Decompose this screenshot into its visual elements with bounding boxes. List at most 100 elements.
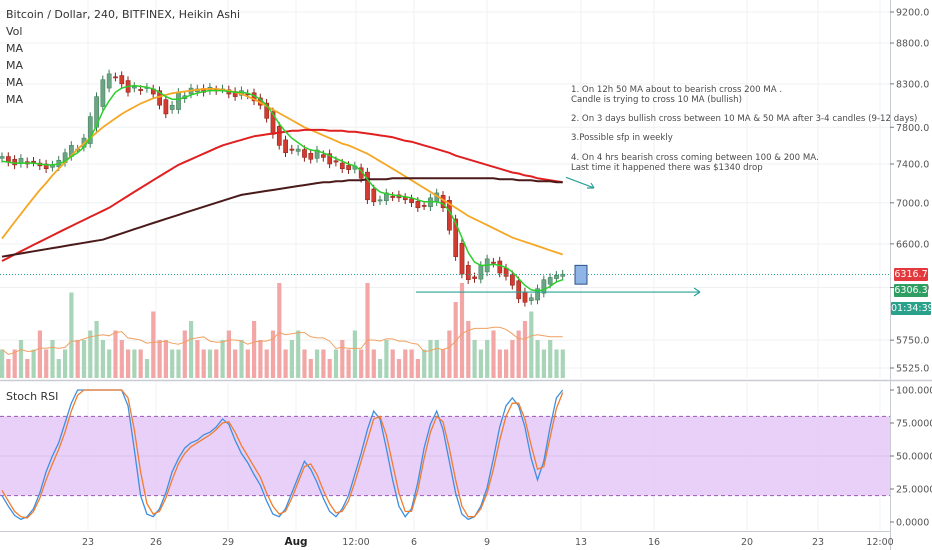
volume-bar: [107, 349, 112, 378]
volume-bar: [453, 302, 458, 378]
volume-bar: [352, 330, 357, 378]
volume-bar: [378, 359, 383, 378]
volume-bar: [302, 349, 307, 378]
volume-bar: [296, 330, 301, 378]
legend-ma-4[interactable]: MA: [6, 93, 24, 106]
candle-body: [472, 276, 477, 279]
volume-bar: [226, 330, 231, 378]
volume-bar: [447, 330, 452, 378]
volume-bar: [157, 340, 162, 378]
volume-bar: [119, 340, 124, 378]
candle-body: [535, 288, 540, 301]
volume-bar: [384, 340, 389, 378]
candle-body: [339, 162, 345, 169]
candle-body: [528, 297, 534, 301]
volume-bar: [340, 340, 345, 378]
volume-bar: [283, 349, 288, 378]
stoch-tick-label: 50.0000: [896, 452, 932, 463]
volume-bar: [88, 330, 93, 378]
candle-body: [163, 99, 169, 115]
volume-bar: [466, 321, 471, 378]
candle-body: [308, 152, 314, 160]
volume-bar: [25, 359, 30, 378]
volume-bar: [491, 330, 496, 378]
candle-body: [346, 165, 351, 170]
candle-body: [465, 265, 471, 280]
legend-vol[interactable]: Vol: [6, 25, 23, 38]
candle-body: [94, 96, 99, 128]
main-annotations: [0, 176, 890, 297]
volume-bar: [485, 340, 490, 378]
stoch-rsi-label[interactable]: Stoch RSI: [6, 390, 59, 403]
volume-bar: [63, 349, 68, 378]
moving-averages: [1, 84, 563, 292]
price-tick-label: 7400.0: [896, 160, 929, 171]
volume-bar: [516, 330, 521, 378]
candle-body: [87, 116, 93, 144]
candle-body: [554, 274, 559, 279]
legend-ma-2[interactable]: MA: [6, 59, 24, 72]
candle-body: [0, 156, 5, 159]
ma-red-line: [1, 128, 563, 262]
volume-bar: [214, 349, 219, 378]
time-tick-label: 16: [648, 537, 660, 548]
volume-bar: [365, 283, 370, 378]
candle-body: [138, 89, 144, 91]
volume-bar: [132, 349, 137, 378]
volume-bar: [289, 340, 294, 378]
price-tick-label: 5525.0: [896, 364, 929, 375]
volume-bar: [37, 330, 42, 378]
candle-body: [333, 160, 339, 163]
candle-body: [302, 149, 307, 158]
volume-bar: [390, 349, 395, 378]
candle-body: [453, 218, 459, 257]
legend-ma-1[interactable]: MA: [6, 42, 24, 55]
legend-ma-3[interactable]: MA: [6, 76, 24, 89]
candle-body: [327, 153, 333, 165]
volume-bar: [371, 349, 376, 378]
volume-bar: [497, 349, 502, 378]
ma-orange-line: [1, 88, 563, 256]
volume-bar: [434, 340, 439, 378]
candle-body: [377, 199, 383, 202]
time-tick-label: 29: [222, 537, 234, 548]
volume-bar: [69, 292, 74, 378]
volume-bar: [403, 349, 408, 378]
volume-bar: [75, 340, 80, 378]
volume-bar: [170, 349, 175, 378]
last-price-tag: 6316.7: [894, 268, 928, 281]
volume-bar: [321, 349, 326, 378]
time-tick-label: 13: [575, 537, 587, 548]
volume-bar: [554, 349, 559, 378]
volume-bar: [428, 340, 433, 378]
volume-bar: [44, 349, 49, 378]
volume-bar: [308, 359, 313, 378]
price-tick-label: 9200.0: [896, 8, 929, 19]
candle-body: [459, 243, 465, 275]
volume-bar: [277, 283, 282, 378]
price-tick-label: 8800.0: [896, 39, 929, 50]
volume-bar: [548, 340, 553, 378]
candle-body: [113, 76, 118, 79]
volume-bar: [144, 359, 150, 378]
projection-box: [574, 264, 588, 285]
candle-body: [43, 163, 49, 169]
candle-body: [390, 196, 396, 198]
volume-bar: [6, 359, 11, 378]
volume-bar: [239, 340, 244, 378]
candle-body: [264, 102, 270, 119]
volume-bar: [18, 340, 24, 378]
candle-body: [516, 280, 522, 300]
candle-body: [421, 205, 427, 207]
stoch-tick-label: 0.0000: [896, 518, 929, 529]
volume-bar: [529, 311, 534, 378]
candle-body: [547, 277, 553, 285]
volume-bar: [327, 359, 332, 378]
volume-bar: [415, 359, 420, 378]
time-tick-label: 26: [150, 537, 162, 548]
close-price-tag: 6306.3: [894, 284, 928, 297]
price-tick-label: 7800.0: [896, 123, 929, 134]
time-tick-label: 9: [484, 537, 490, 548]
time-tick-label: 12:00: [342, 537, 369, 548]
